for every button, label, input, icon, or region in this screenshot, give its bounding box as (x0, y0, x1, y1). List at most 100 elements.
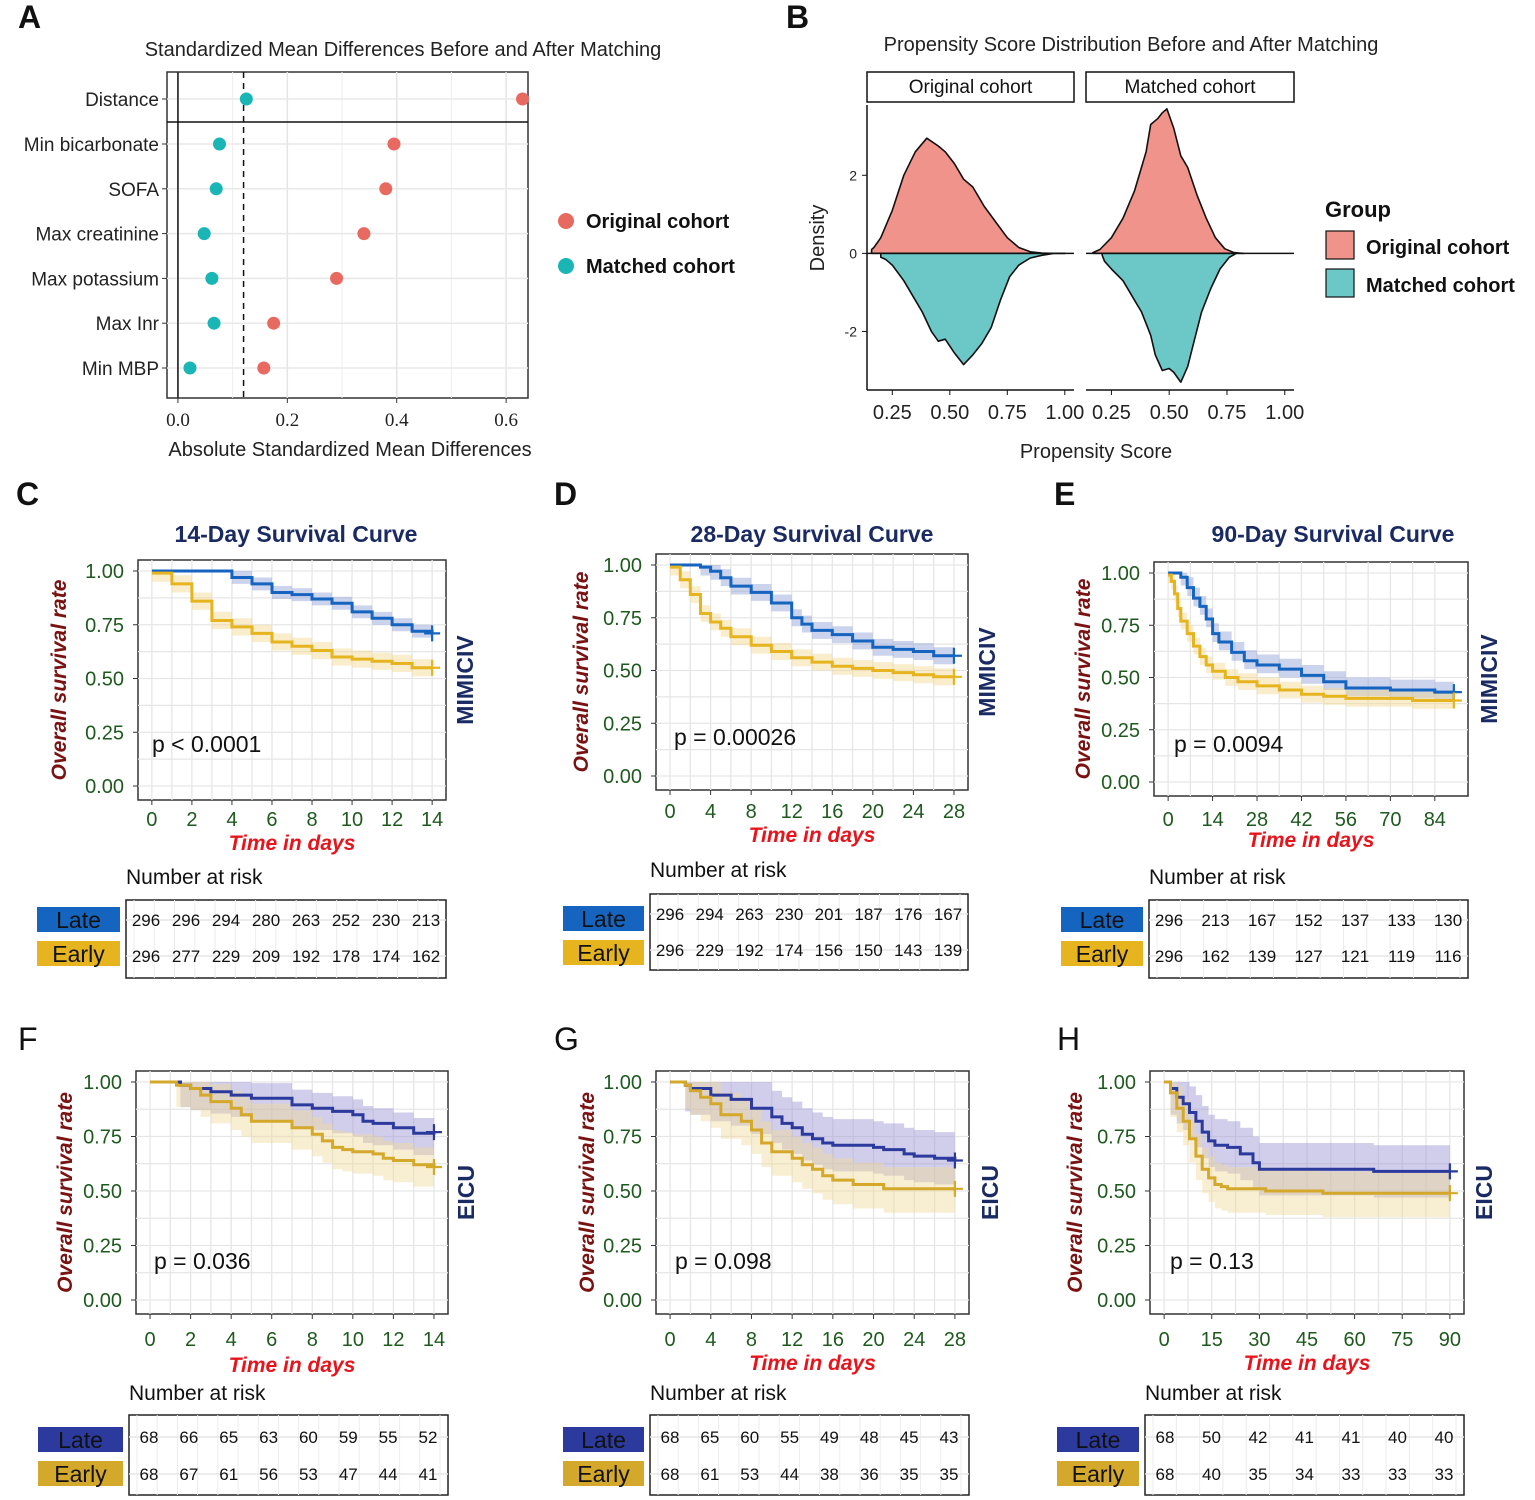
risk-label-text: Early (1072, 1461, 1125, 1487)
risk-count: 33 (1388, 1465, 1407, 1484)
x-tick-label: 4 (226, 809, 237, 831)
risk-count: 119 (1388, 947, 1415, 966)
risk-count: 294 (696, 905, 724, 924)
risk-count: 35 (1249, 1465, 1268, 1484)
p-value: p = 0.0094 (1174, 731, 1284, 757)
risk-count: 121 (1341, 947, 1369, 966)
survival-curve-early (1168, 573, 1454, 702)
point-original-cohort (267, 316, 281, 330)
panel-letter-A: A (18, 0, 41, 35)
ci-band-early (1164, 1082, 1450, 1218)
y-tick-label: 0.50 (83, 1181, 122, 1203)
risk-label-late (563, 1427, 644, 1452)
risk-count: 187 (854, 905, 882, 924)
y-tick-label: 1.00 (85, 561, 124, 583)
y-tick-label: 0.50 (1101, 668, 1140, 690)
x-tick-label: 0 (664, 801, 675, 823)
risk-count: 61 (219, 1465, 238, 1484)
y-axis-label: Overall survival rate (54, 1092, 77, 1293)
y-axis-label: Density (807, 205, 829, 272)
risk-count: 296 (656, 905, 684, 924)
y-axis-label: Overall survival rate (570, 571, 593, 772)
risk-count: 150 (854, 941, 882, 960)
risk-table-title: Number at risk (129, 1382, 266, 1405)
risk-count: 65 (219, 1428, 238, 1447)
legend-label: Matched cohort (1366, 275, 1515, 297)
censor-mark (424, 659, 441, 676)
x-tick-label: 0.75 (1208, 402, 1247, 424)
y-tick-label: 0.50 (85, 669, 124, 691)
y-tick-label: 0.75 (85, 615, 124, 637)
x-tick-label: 4 (705, 801, 716, 823)
x-axis-label: Time in days (229, 1354, 356, 1377)
x-tick-label: 10 (342, 1329, 364, 1351)
point-original-cohort (387, 137, 401, 151)
x-axis-label: Time in days (749, 1352, 876, 1375)
cohort-side-label: MIMICIV (452, 635, 478, 725)
x-tick-label: 24 (902, 801, 924, 823)
risk-count: 263 (292, 911, 320, 930)
risk-label-text: Early (577, 940, 630, 966)
point-matched-cohort (213, 137, 227, 151)
y-tick-label: 0.00 (83, 1290, 122, 1312)
survival-curve-late (1168, 571, 1454, 694)
cohort-side-label: MIMICIV (974, 627, 1000, 717)
x-tick-label: 20 (862, 1329, 884, 1351)
risk-count: 130 (1434, 911, 1462, 930)
panel-letter-D: D (554, 476, 577, 512)
risk-count: 38 (820, 1465, 839, 1484)
x-tick-label: 6 (266, 809, 277, 831)
risk-count: 65 (700, 1428, 719, 1447)
point-matched-cohort (197, 227, 211, 241)
risk-count: 209 (252, 947, 280, 966)
y-axis-label: Overall survival rate (576, 1092, 599, 1293)
x-tick-label: 8 (306, 809, 317, 831)
risk-count: 55 (379, 1428, 398, 1447)
risk-count: 60 (740, 1428, 759, 1447)
y-tick-label: 0.25 (603, 713, 642, 735)
category-label: Min bicarbonate (24, 135, 159, 156)
risk-count: 174 (372, 947, 400, 966)
risk-count: 52 (419, 1428, 438, 1447)
risk-count: 40 (1388, 1428, 1407, 1447)
legend-key (558, 213, 574, 229)
x-tick-label: 8 (746, 801, 757, 823)
risk-count: 143 (894, 941, 922, 960)
plot-area (1153, 561, 1469, 797)
risk-label-early (1061, 941, 1143, 966)
facet-strip (1085, 71, 1295, 103)
y-tick-label: -2 (845, 323, 858, 339)
survival-curve-late (1164, 1080, 1450, 1173)
x-tick-label: 0.25 (873, 402, 912, 424)
risk-table (125, 899, 447, 979)
risk-count: 192 (292, 947, 320, 966)
ci-band-late (670, 565, 954, 665)
y-tick-label: 0.25 (83, 1236, 122, 1258)
risk-count: 178 (332, 947, 360, 966)
x-tick-label: 16 (822, 1329, 844, 1351)
y-tick-label: 0.00 (603, 1290, 642, 1312)
risk-count: 33 (1342, 1465, 1361, 1484)
point-matched-cohort (207, 316, 221, 330)
y-tick-label: 1.00 (1097, 1072, 1136, 1094)
y-tick-label: 0.75 (1101, 615, 1140, 637)
chart-title: 90-Day Survival Curve (1212, 521, 1455, 547)
category-label: Min MBP (82, 359, 159, 380)
risk-label-text: Early (52, 941, 105, 967)
risk-count: 49 (820, 1428, 839, 1447)
point-original-cohort (330, 271, 344, 285)
survival-curve-early (670, 1080, 955, 1191)
censor-mark (1441, 1163, 1458, 1180)
y-tick-label: 0.25 (85, 722, 124, 744)
risk-count: 36 (860, 1465, 879, 1484)
point-matched-cohort (239, 92, 253, 106)
panel-letter-F: F (18, 1021, 38, 1057)
x-tick-label: 20 (862, 801, 884, 823)
risk-count: 44 (379, 1465, 398, 1484)
risk-count: 61 (700, 1465, 719, 1484)
panel-letter-E: E (1054, 476, 1075, 512)
category-label: Max Inr (96, 314, 160, 335)
x-tick-label: 28 (1246, 809, 1268, 831)
risk-label-text: Late (581, 1427, 626, 1453)
censor-mark (425, 1124, 442, 1141)
